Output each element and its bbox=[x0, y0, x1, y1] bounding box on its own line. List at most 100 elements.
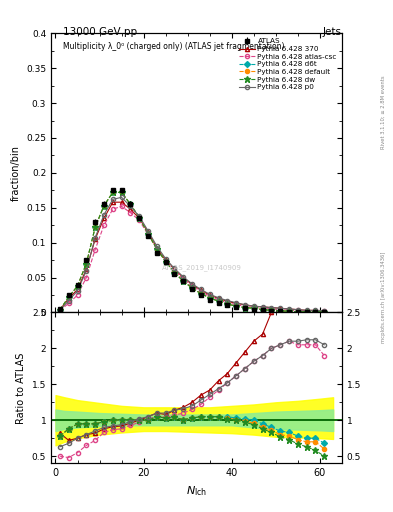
Pythia 6.428 d6t bbox=[119, 189, 124, 196]
Pythia 6.428 default bbox=[296, 309, 300, 315]
Pythia 6.428 370 bbox=[296, 307, 300, 313]
Pythia 6.428 d6t bbox=[242, 305, 247, 311]
Pythia 6.428 atlas-csc bbox=[296, 307, 300, 313]
Pythia 6.428 d6t bbox=[137, 215, 141, 221]
Pythia 6.428 p0 bbox=[163, 255, 168, 262]
Pythia 6.428 370 bbox=[252, 303, 256, 309]
Pythia 6.428 d6t bbox=[260, 307, 265, 313]
Pythia 6.428 p0 bbox=[181, 274, 185, 280]
Pythia 6.428 370 bbox=[57, 307, 62, 313]
Pythia 6.428 d6t bbox=[278, 308, 283, 314]
Pythia 6.428 p0 bbox=[172, 265, 177, 271]
Line: Pythia 6.428 dw: Pythia 6.428 dw bbox=[57, 189, 327, 315]
Pythia 6.428 d6t bbox=[234, 303, 239, 309]
Pythia 6.428 atlas-csc bbox=[260, 305, 265, 311]
Pythia 6.428 atlas-csc bbox=[208, 293, 212, 300]
Pythia 6.428 p0 bbox=[93, 234, 97, 241]
Pythia 6.428 370 bbox=[313, 307, 318, 313]
Pythia 6.428 370 bbox=[154, 245, 159, 251]
Pythia 6.428 d6t bbox=[198, 290, 203, 296]
Pythia 6.428 d6t bbox=[128, 201, 133, 207]
Pythia 6.428 370 bbox=[110, 199, 115, 205]
Pythia 6.428 d6t bbox=[75, 283, 80, 289]
Pythia 6.428 default bbox=[225, 301, 230, 307]
Pythia 6.428 atlas-csc bbox=[278, 307, 283, 313]
Pythia 6.428 default bbox=[286, 308, 291, 314]
Pythia 6.428 p0 bbox=[260, 304, 265, 310]
Pythia 6.428 p0 bbox=[322, 308, 327, 314]
Pythia 6.428 p0 bbox=[234, 300, 239, 306]
Pythia 6.428 370 bbox=[216, 295, 221, 302]
Pythia 6.428 d6t bbox=[225, 301, 230, 307]
Pythia 6.428 370 bbox=[322, 308, 327, 314]
Pythia 6.428 dw bbox=[242, 305, 247, 311]
Pythia 6.428 p0 bbox=[154, 243, 159, 249]
Pythia 6.428 dw bbox=[304, 309, 309, 315]
Pythia 6.428 atlas-csc bbox=[137, 217, 141, 223]
Pythia 6.428 dw bbox=[225, 301, 230, 307]
Pythia 6.428 atlas-csc bbox=[269, 306, 274, 312]
Pythia 6.428 dw bbox=[172, 270, 177, 276]
Pythia 6.428 p0 bbox=[286, 306, 291, 312]
Pythia 6.428 default bbox=[304, 309, 309, 315]
Text: 13000 GeV pp: 13000 GeV pp bbox=[63, 27, 137, 37]
Pythia 6.428 d6t bbox=[163, 259, 168, 265]
Pythia 6.428 d6t bbox=[269, 307, 274, 313]
Pythia 6.428 370 bbox=[286, 306, 291, 312]
Pythia 6.428 370 bbox=[260, 304, 265, 310]
Pythia 6.428 atlas-csc bbox=[198, 288, 203, 294]
Pythia 6.428 dw bbox=[57, 307, 62, 313]
Pythia 6.428 370 bbox=[119, 199, 124, 205]
Pythia 6.428 atlas-csc bbox=[181, 276, 185, 282]
Text: ATLAS_2019_I1740909: ATLAS_2019_I1740909 bbox=[162, 264, 242, 271]
Pythia 6.428 atlas-csc bbox=[242, 303, 247, 309]
Pythia 6.428 d6t bbox=[93, 224, 97, 230]
Pythia 6.428 dw bbox=[110, 189, 115, 196]
Pythia 6.428 d6t bbox=[208, 295, 212, 301]
Pythia 6.428 370 bbox=[163, 257, 168, 263]
Text: Rivet 3.1.10; ≥ 2.8M events: Rivet 3.1.10; ≥ 2.8M events bbox=[381, 76, 386, 150]
Pythia 6.428 dw bbox=[75, 283, 80, 289]
Pythia 6.428 d6t bbox=[154, 246, 159, 252]
Pythia 6.428 dw bbox=[198, 290, 203, 296]
Pythia 6.428 atlas-csc bbox=[304, 308, 309, 314]
Pythia 6.428 atlas-csc bbox=[93, 247, 97, 253]
Pythia 6.428 p0 bbox=[84, 267, 89, 273]
Pythia 6.428 dw bbox=[208, 295, 212, 301]
Line: Pythia 6.428 p0: Pythia 6.428 p0 bbox=[58, 195, 326, 313]
Pythia 6.428 default bbox=[163, 259, 168, 265]
Pythia 6.428 d6t bbox=[313, 309, 318, 315]
Pythia 6.428 default bbox=[57, 307, 62, 313]
Pythia 6.428 dw bbox=[216, 298, 221, 304]
Pythia 6.428 p0 bbox=[242, 302, 247, 308]
Pythia 6.428 d6t bbox=[146, 230, 151, 237]
Pythia 6.428 default bbox=[110, 189, 115, 196]
Text: Jets: Jets bbox=[323, 27, 342, 37]
Pythia 6.428 default bbox=[260, 307, 265, 313]
Pythia 6.428 default bbox=[128, 201, 133, 207]
Pythia 6.428 atlas-csc bbox=[57, 307, 62, 313]
Pythia 6.428 dw bbox=[137, 215, 141, 221]
Text: Multiplicity λ_0⁰ (charged only) (ATLAS jet fragmentation): Multiplicity λ_0⁰ (charged only) (ATLAS … bbox=[63, 41, 284, 51]
Line: Pythia 6.428 d6t: Pythia 6.428 d6t bbox=[58, 190, 326, 314]
Y-axis label: fraction/bin: fraction/bin bbox=[11, 145, 20, 201]
Line: Pythia 6.428 default: Pythia 6.428 default bbox=[58, 190, 326, 314]
Pythia 6.428 p0 bbox=[313, 307, 318, 313]
Pythia 6.428 370 bbox=[128, 206, 133, 212]
Pythia 6.428 dw bbox=[181, 278, 185, 284]
Pythia 6.428 atlas-csc bbox=[146, 231, 151, 238]
Pythia 6.428 dw bbox=[313, 309, 318, 315]
Text: mcplots.cern.ch [arXiv:1306.3436]: mcplots.cern.ch [arXiv:1306.3436] bbox=[381, 251, 386, 343]
Pythia 6.428 atlas-csc bbox=[75, 292, 80, 298]
Pythia 6.428 p0 bbox=[57, 307, 62, 313]
Pythia 6.428 default bbox=[93, 224, 97, 230]
Pythia 6.428 dw bbox=[252, 305, 256, 311]
Pythia 6.428 370 bbox=[208, 292, 212, 298]
Pythia 6.428 370 bbox=[146, 229, 151, 236]
Pythia 6.428 atlas-csc bbox=[225, 300, 230, 306]
Pythia 6.428 p0 bbox=[198, 286, 203, 292]
Pythia 6.428 p0 bbox=[190, 281, 195, 287]
Pythia 6.428 370 bbox=[190, 282, 195, 288]
Pythia 6.428 dw bbox=[93, 224, 97, 230]
Pythia 6.428 p0 bbox=[146, 228, 151, 234]
